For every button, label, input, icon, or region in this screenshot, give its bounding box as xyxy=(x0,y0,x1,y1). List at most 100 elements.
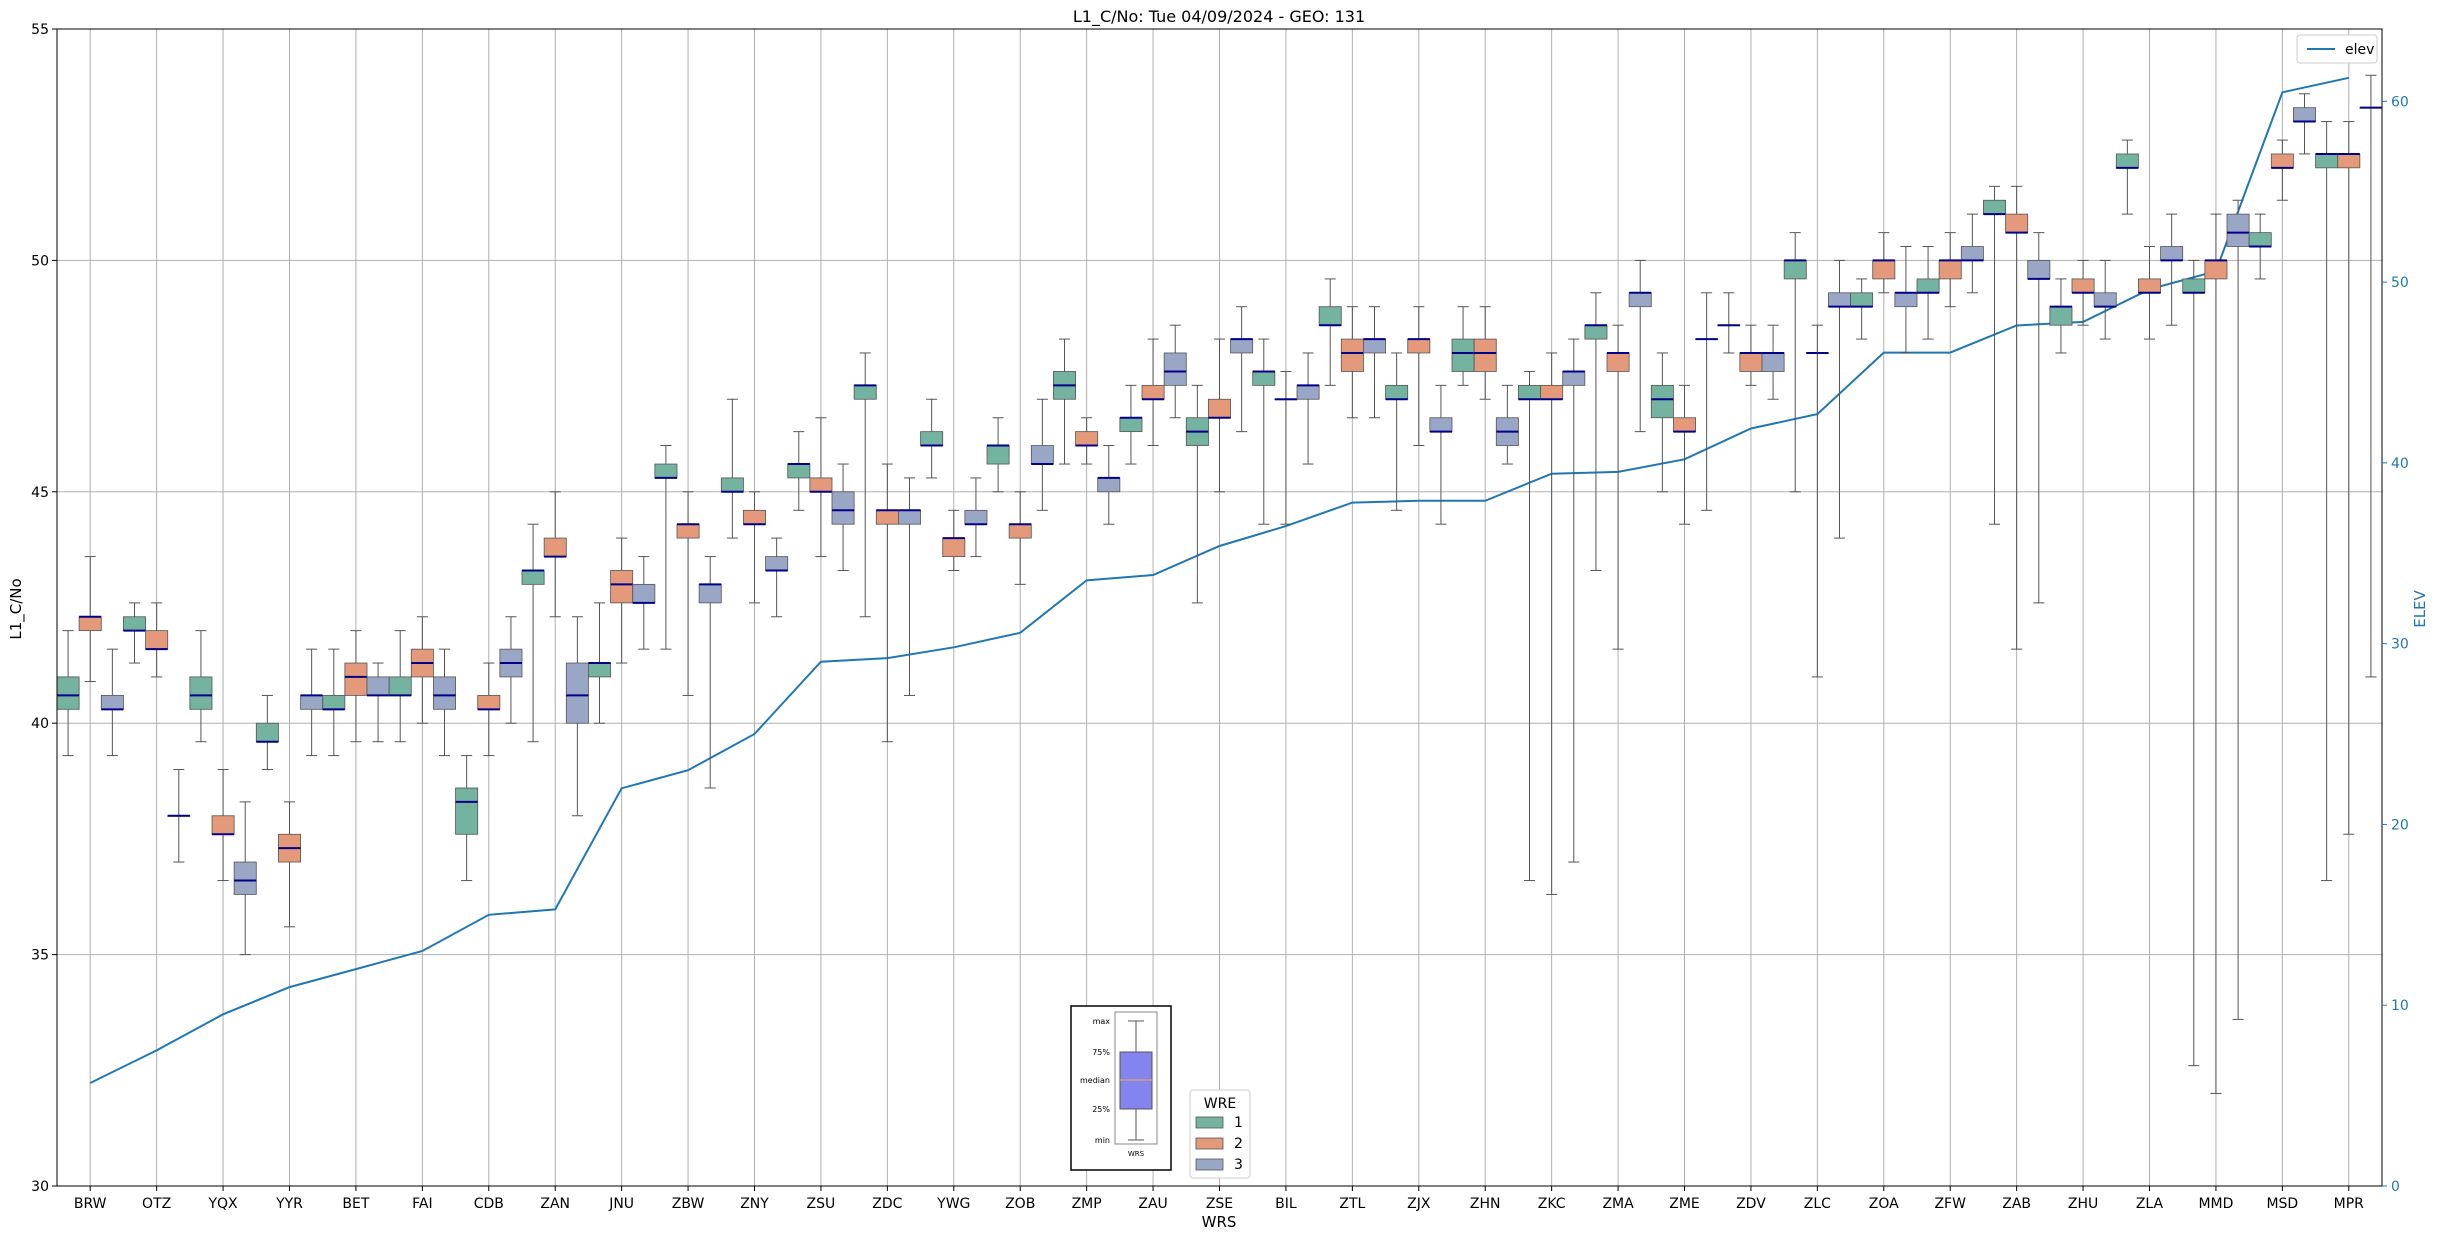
iqr-box xyxy=(189,676,213,710)
box-zsu-wre3 xyxy=(831,463,855,571)
iqr-box xyxy=(1783,259,1807,280)
box-zau-wre1 xyxy=(1119,384,1143,465)
box-cdb-wre3 xyxy=(499,616,523,724)
box-zse-wre2 xyxy=(1208,338,1231,493)
iqr-box xyxy=(322,695,346,710)
wre-legend-label-1: 1 xyxy=(1234,1115,1243,1131)
x-tick-label: ZSE xyxy=(1206,1196,1233,1212)
box-zbw-wre2 xyxy=(676,491,700,696)
wre-legend: WRE 1 2 3 xyxy=(1189,1089,1251,1179)
box-zny-wre2 xyxy=(743,491,766,604)
y2-tick-label: 50 xyxy=(2391,275,2409,291)
iqr-box xyxy=(1429,417,1453,433)
y-axis-label: L1_C/No xyxy=(7,578,26,639)
box-zjx-wre2 xyxy=(1407,306,1431,447)
box-zjx-wre1 xyxy=(1385,352,1409,511)
iqr-box xyxy=(2248,232,2272,247)
iqr-box xyxy=(1739,352,1763,372)
iqr-box xyxy=(1097,477,1121,493)
box-zhn-wre2 xyxy=(1473,306,1497,400)
x-tick-label: ZSU xyxy=(807,1196,836,1212)
box-zse-wre3 xyxy=(1230,306,1254,433)
iqr-box xyxy=(388,676,412,696)
iqr-box xyxy=(920,431,944,446)
x-tick-label: ZAU xyxy=(1138,1196,1167,1212)
iqr-box xyxy=(1540,384,1564,400)
iqr-box xyxy=(477,695,501,710)
iqr-box xyxy=(2293,107,2316,122)
box-bet-wre2 xyxy=(344,630,368,743)
left-y-axis: 30 35 40 45 50 55 xyxy=(31,22,57,1195)
iqr-box xyxy=(255,722,279,743)
y-tick-label: 50 xyxy=(31,253,49,269)
box-bil-wre2 xyxy=(1274,370,1298,525)
x-tick-label: ZLA xyxy=(2136,1196,2164,1212)
iqr-box xyxy=(145,630,169,650)
box-zmp-wre1 xyxy=(1053,338,1076,465)
box-jnu-wre3 xyxy=(632,556,656,650)
box-cdb-wre1 xyxy=(455,755,479,882)
box-zny-wre1 xyxy=(720,398,744,539)
x-tick-label: YQX xyxy=(207,1196,238,1212)
x-tick-label: ZTL xyxy=(1339,1196,1365,1212)
box-zla-wre2 xyxy=(2138,246,2161,340)
box-yqx-wre3 xyxy=(233,801,257,956)
iqr-box xyxy=(1562,371,1586,386)
iqr-box xyxy=(698,583,722,604)
box-ztl-wre2 xyxy=(1340,306,1364,419)
iqr-box xyxy=(787,463,811,479)
box-zla-wre1 xyxy=(2115,139,2139,215)
wre-legend-swatch-3 xyxy=(1195,1158,1224,1171)
iqr-box xyxy=(565,662,589,724)
iqr-box xyxy=(1363,338,1386,354)
box-ywg-wre3 xyxy=(964,477,988,558)
box-fai-wre1 xyxy=(388,630,412,743)
x-tick-label: YYR xyxy=(275,1196,303,1212)
box-jnu-wre1 xyxy=(588,602,611,724)
iqr-box xyxy=(986,445,1010,465)
iqr-box xyxy=(1451,338,1475,372)
box-zan-wre1 xyxy=(521,523,545,743)
box-zlc-wre3 xyxy=(1828,259,1851,539)
iqr-box xyxy=(1030,445,1054,465)
wre-legend-label-2: 2 xyxy=(1234,1136,1243,1152)
iqr-box xyxy=(2337,153,2361,169)
box-ywg-wre1 xyxy=(920,398,944,479)
iqr-box xyxy=(2027,259,2051,280)
iqr-box xyxy=(676,523,700,539)
box-ztl-wre1 xyxy=(1318,278,1342,386)
y-tick-label: 45 xyxy=(31,485,49,501)
box-zob-wre2 xyxy=(1008,491,1032,585)
box-key-x-label: WRS xyxy=(1128,1150,1145,1158)
box-msd-wre2 xyxy=(2270,139,2294,201)
box-zfw-wre3 xyxy=(1960,213,1984,294)
x-tick-label: MSD xyxy=(2266,1196,2298,1212)
box-zdv-wre3 xyxy=(1761,324,1785,400)
chart-title: L1_C/No: Tue 04/09/2024 - GEO: 131 xyxy=(1073,7,1365,27)
iqr-box xyxy=(1606,352,1630,372)
iqr-box xyxy=(2182,278,2206,294)
box-zsu-wre1 xyxy=(787,431,811,511)
right-y-axis-label: ELEV xyxy=(2411,589,2429,627)
iqr-box xyxy=(610,570,634,604)
box-zdc-wre1 xyxy=(853,352,877,618)
box-fai-wre3 xyxy=(433,648,456,757)
box-mmd-wre1 xyxy=(2182,259,2206,1067)
iqr-box xyxy=(2160,246,2184,261)
iqr-box xyxy=(588,662,611,678)
x-tick-label: JNU xyxy=(608,1196,634,1212)
x-tick-label: ZME xyxy=(1669,1196,1700,1212)
x-tick-label: YWG xyxy=(936,1196,970,1212)
iqr-box xyxy=(831,491,855,525)
box-zjx-wre3 xyxy=(1429,384,1453,525)
box-mpr-wre1 xyxy=(2315,121,2339,882)
elev-legend-label: elev xyxy=(2345,42,2374,58)
x-tick-label: BRW xyxy=(74,1196,107,1212)
x-tick-label: ZHU xyxy=(2068,1196,2098,1212)
x-tick-label: ZBW xyxy=(672,1196,705,1212)
iqr-box xyxy=(1983,199,2006,215)
box-fai-wre2 xyxy=(410,616,434,724)
iqr-box xyxy=(942,537,966,557)
iqr-box xyxy=(1008,523,1032,539)
box-zny-wre3 xyxy=(765,537,789,618)
